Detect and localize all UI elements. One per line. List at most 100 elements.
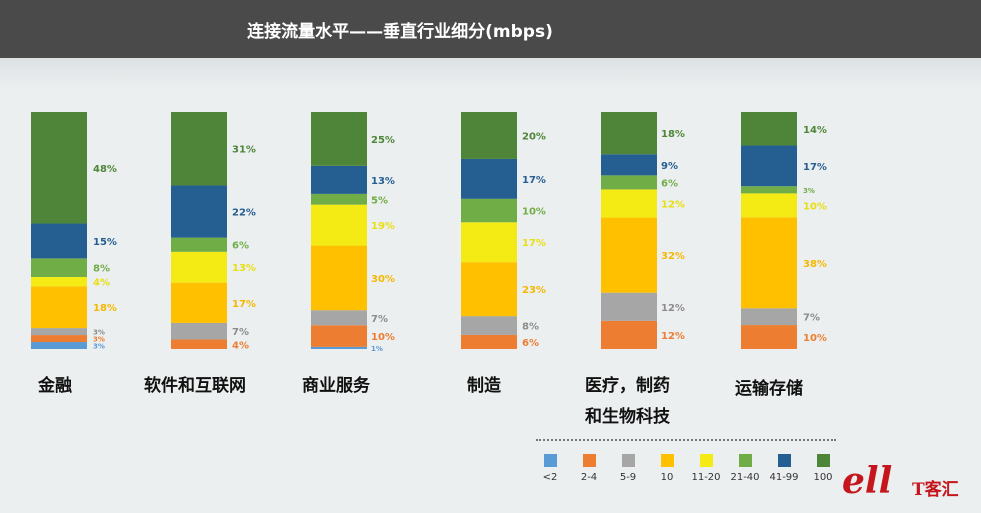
bar-segment — [171, 185, 227, 238]
legend-label: 10 — [660, 472, 674, 483]
bar-segment — [741, 186, 797, 194]
data-label: 32% — [661, 251, 685, 262]
legend-swatch — [777, 454, 791, 467]
legend-swatch — [543, 454, 557, 467]
data-label: 31% — [232, 145, 256, 156]
data-label: 48% — [93, 164, 117, 175]
data-label: 15% — [93, 237, 117, 248]
category-label: 运输存储 — [735, 379, 803, 399]
data-label: 17% — [803, 162, 827, 173]
bar-segment — [461, 334, 517, 349]
data-label: 4% — [93, 278, 110, 289]
data-label: 1% — [371, 345, 383, 353]
bar-segment — [311, 112, 367, 166]
bar-segment — [31, 335, 87, 343]
bar-segment — [31, 286, 87, 329]
legend-label: 100 — [813, 472, 833, 483]
data-label: 38% — [803, 259, 827, 270]
brand-logo-text: T客汇 — [912, 480, 959, 500]
legend-label: 5-9 — [619, 472, 637, 483]
data-label: 6% — [522, 338, 539, 349]
header-shadow — [0, 58, 981, 88]
data-label: 17% — [232, 299, 256, 310]
bar-segment — [171, 339, 227, 349]
data-label: 14% — [803, 125, 827, 136]
data-label: 22% — [232, 208, 256, 219]
bar-segment — [741, 112, 797, 146]
legend-swatch — [621, 454, 635, 467]
data-label: 10% — [803, 201, 827, 212]
data-label: 3% — [93, 343, 105, 351]
data-label: 25% — [371, 135, 395, 146]
legend-swatch — [582, 454, 596, 467]
bar-segment — [601, 217, 657, 293]
data-label: 10% — [803, 333, 827, 344]
data-label: 10% — [522, 207, 546, 218]
data-label: 18% — [93, 303, 117, 314]
bar-segment — [741, 193, 797, 218]
bar-segment — [461, 316, 517, 335]
data-label: 12% — [661, 303, 685, 314]
bar-segment — [601, 112, 657, 155]
bar-segment — [741, 145, 797, 187]
bar-segment — [461, 112, 517, 159]
category-label: 医疗，制药 — [585, 376, 670, 396]
data-label: 4% — [232, 340, 249, 351]
legend-swatch — [660, 454, 674, 467]
brand-logo: ell T客汇 — [842, 460, 972, 506]
legend-swatch — [699, 454, 713, 467]
bar-segment — [461, 198, 517, 223]
bar-segment — [31, 276, 87, 287]
bar-segment — [31, 342, 87, 349]
legend: <2 2-4 5-9 10 11-20 21-40 41-99 100 — [530, 454, 840, 494]
legend-label: 41-99 — [769, 472, 799, 483]
bar-segment — [741, 325, 797, 349]
legend-label: 11-20 — [691, 472, 721, 483]
data-label: 9% — [661, 161, 678, 172]
data-label: 10% — [371, 332, 395, 343]
data-label: 6% — [661, 178, 678, 189]
data-label: 7% — [803, 313, 820, 324]
bar-segment — [311, 165, 367, 194]
category-label: 商业服务 — [302, 376, 370, 396]
legend-item: <2 — [530, 454, 570, 483]
bar-segment — [171, 112, 227, 186]
data-label: 12% — [661, 200, 685, 211]
header-bar — [0, 0, 981, 58]
legend-divider — [536, 439, 836, 441]
data-label: 6% — [232, 241, 249, 252]
legend-label: 2-4 — [580, 472, 598, 483]
bar-segment — [31, 328, 87, 336]
bar-segment — [171, 237, 227, 252]
data-label: 8% — [522, 322, 539, 333]
data-label: 20% — [522, 131, 546, 142]
legend-item: 11-20 — [686, 454, 726, 483]
data-label: 3% — [803, 187, 815, 195]
category-label: 金融 — [38, 376, 72, 396]
bar-segment — [601, 154, 657, 176]
legend-item: 2-4 — [569, 454, 609, 483]
brand-logo-mark: ell — [842, 460, 893, 502]
category-label: 软件和互联网 — [144, 376, 246, 396]
category-label: 和生物科技 — [585, 407, 670, 427]
bar-segment — [171, 282, 227, 323]
legend-item: 100 — [803, 454, 843, 483]
legend-swatch — [738, 454, 752, 467]
bar-segment — [601, 189, 657, 218]
bar-segment — [601, 175, 657, 190]
category-label: 制造 — [467, 376, 501, 396]
data-label: 19% — [371, 221, 395, 232]
bar-segment — [311, 310, 367, 326]
bar-segment — [31, 258, 87, 277]
bar-segment — [311, 325, 367, 347]
data-label: 3% — [93, 336, 105, 344]
bar-segment — [461, 158, 517, 199]
data-label: 17% — [522, 238, 546, 249]
data-label: 3% — [93, 329, 105, 337]
legend-item: 21-40 — [725, 454, 765, 483]
bar-segment — [31, 112, 87, 224]
legend-item: 41-99 — [764, 454, 804, 483]
legend-label: 21-40 — [730, 472, 760, 483]
bar-segment — [171, 322, 227, 340]
bar-segment — [601, 320, 657, 349]
